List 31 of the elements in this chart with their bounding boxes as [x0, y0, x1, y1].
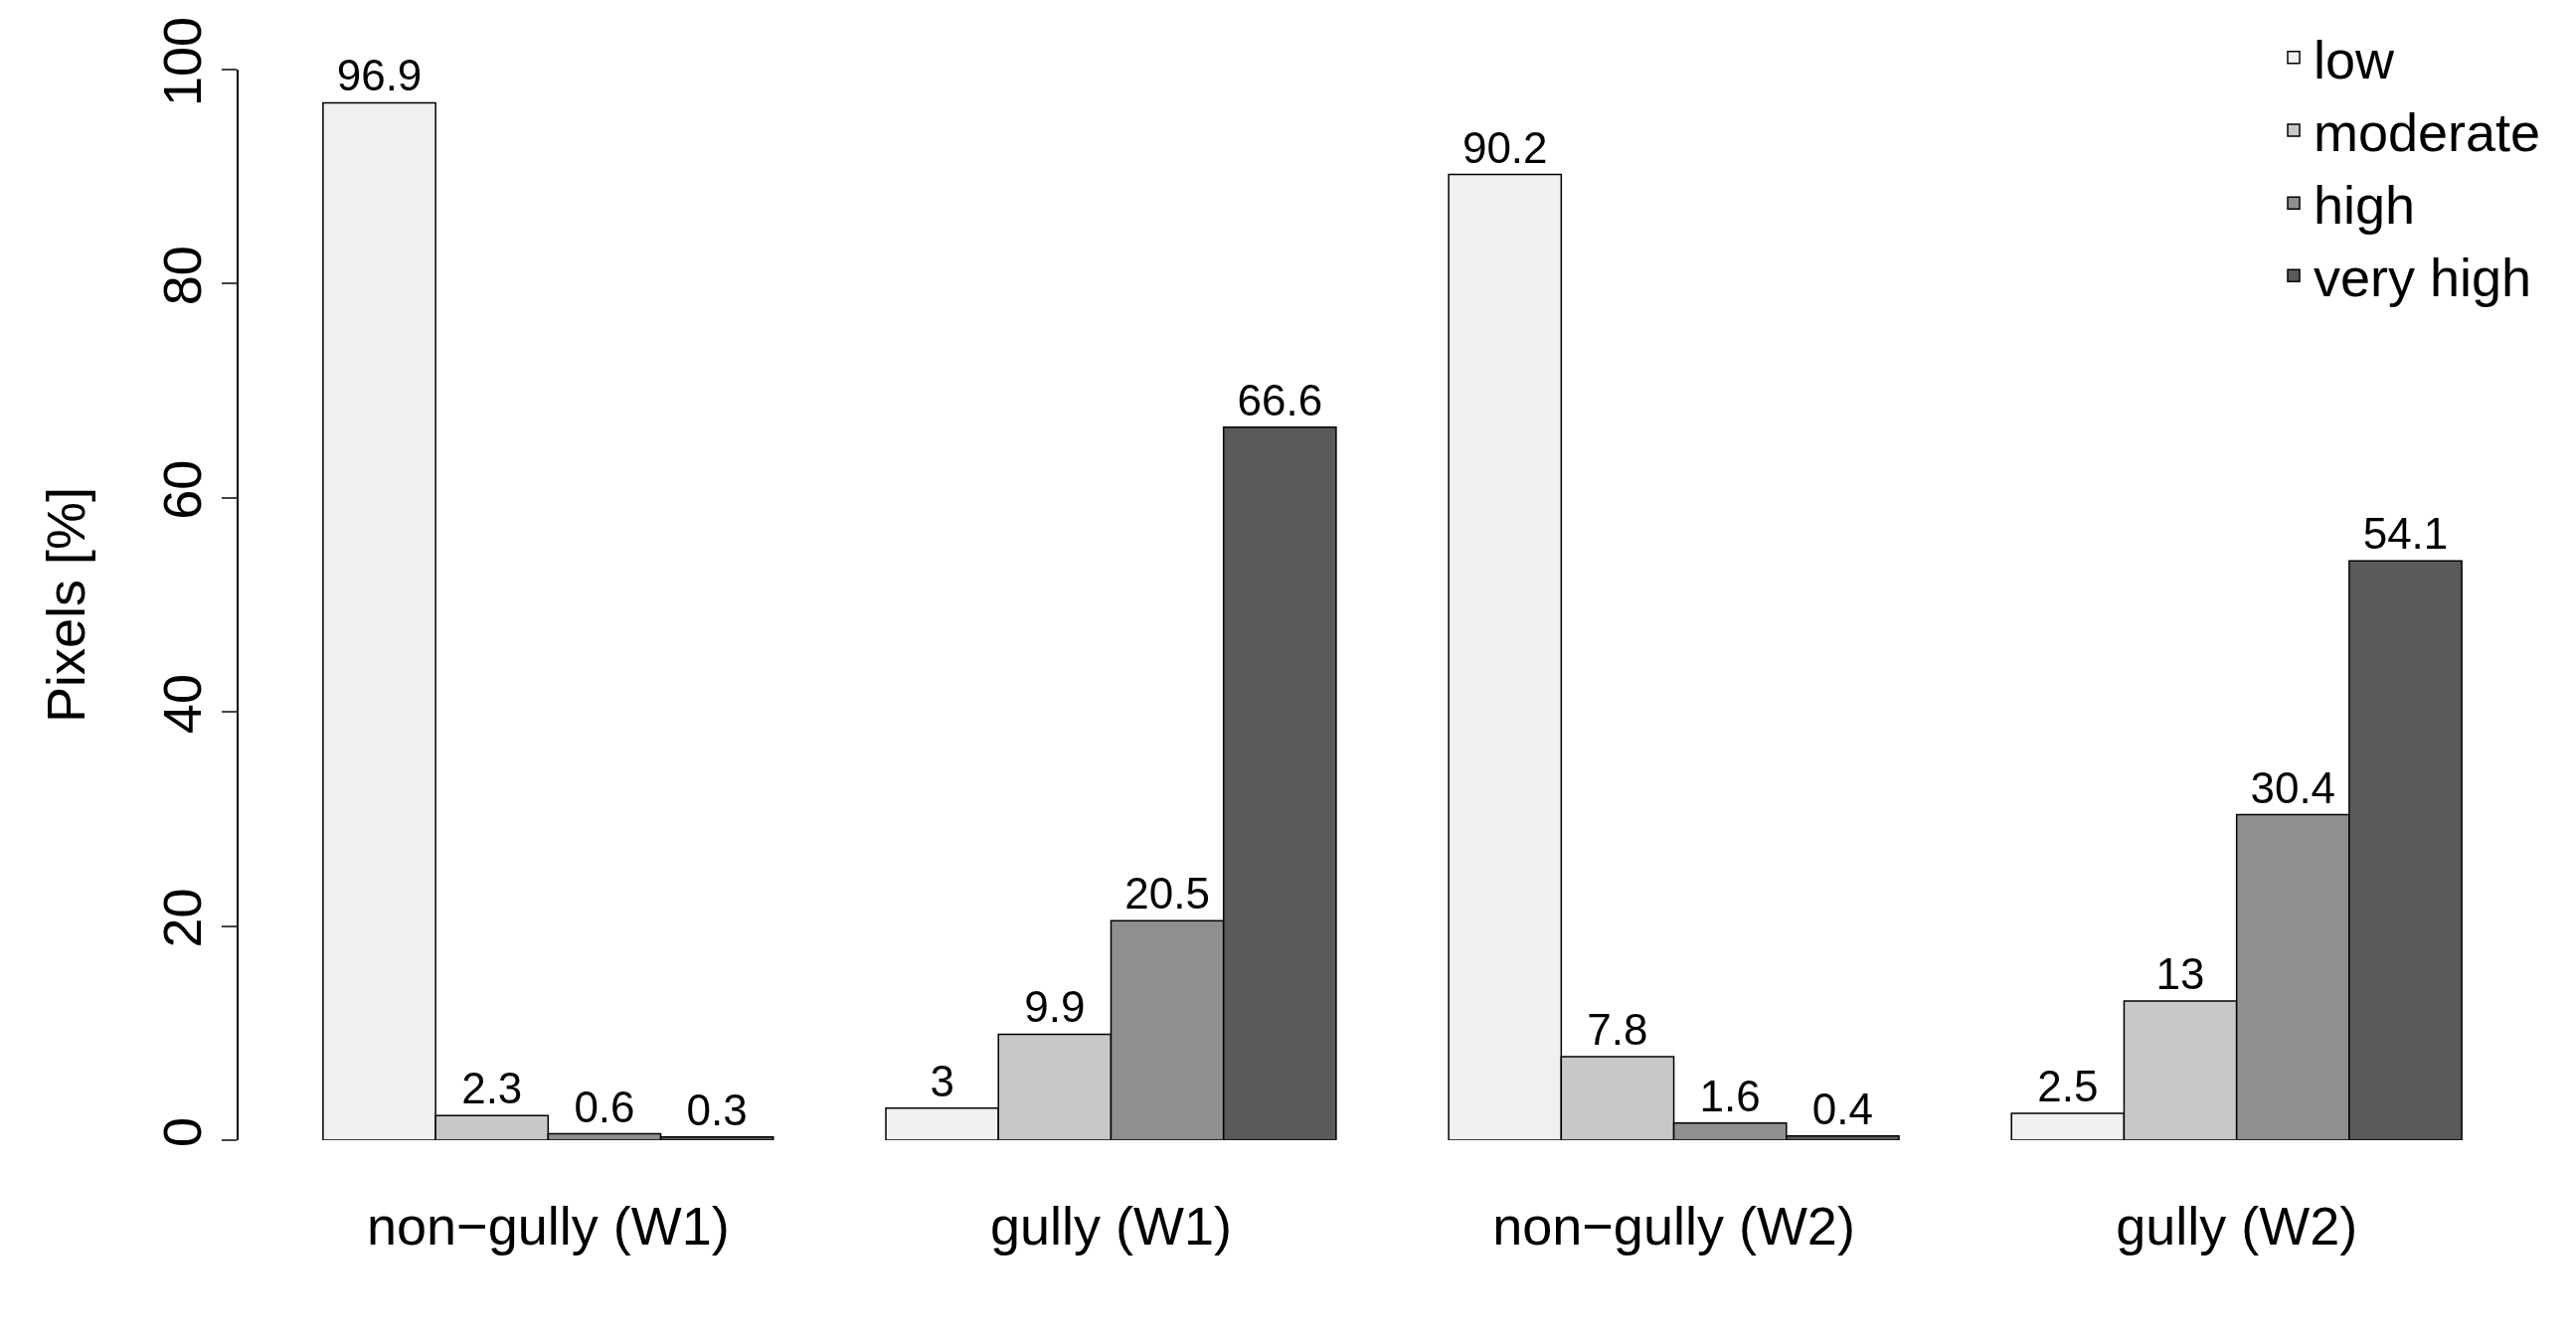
legend-label: low: [2314, 29, 2396, 89]
data-label: 90.2: [1461, 122, 1548, 172]
data-label: 54.1: [2362, 509, 2449, 559]
x-tick-label: non−gully (W1): [367, 1196, 730, 1255]
legend-label: very high: [2314, 248, 2532, 308]
legend-label: moderate: [2314, 102, 2541, 163]
x-tick-label: non−gully (W2): [1492, 1196, 1855, 1255]
data-label: 0.4: [1811, 1084, 1873, 1133]
data-label: 0.3: [686, 1085, 748, 1134]
data-label: 96.9: [336, 51, 423, 100]
y-tick-label: 0: [151, 1116, 212, 1147]
y-tick-label: 40: [151, 674, 212, 735]
data-label: 1.6: [1699, 1071, 1761, 1120]
y-tick-label: 60: [151, 459, 212, 520]
x-tick-label: gully (W1): [989, 1196, 1232, 1255]
y-axis-title: Pixels [%]: [35, 486, 95, 724]
data-label: 20.5: [1124, 869, 1210, 919]
x-tick-label: gully (W2): [2116, 1196, 2358, 1255]
data-label: 0.6: [574, 1082, 635, 1131]
data-label: 9.9: [1024, 982, 1086, 1032]
data-label: 30.4: [2250, 762, 2336, 812]
legend-label: high: [2314, 175, 2416, 236]
y-tick-label: 100: [151, 16, 212, 106]
data-label: 3: [930, 1056, 954, 1105]
data-label: 7.8: [1587, 1004, 1648, 1054]
data-label: 2.5: [2037, 1062, 2099, 1111]
data-label: 66.6: [1237, 375, 1323, 424]
data-label: 2.3: [461, 1064, 523, 1113]
y-tick-label: 80: [151, 246, 212, 306]
y-tick-label: 20: [151, 888, 212, 948]
data-label: 13: [2155, 948, 2205, 998]
